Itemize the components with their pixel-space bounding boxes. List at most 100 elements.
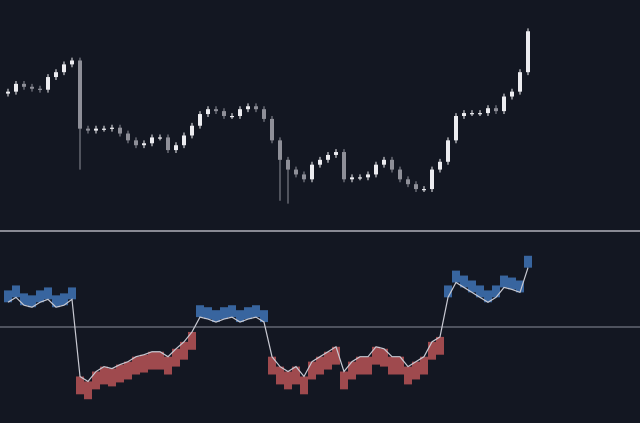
band-segment [228,305,236,318]
band-segment [12,285,20,298]
band-segment [524,255,532,268]
band-segment [508,277,516,290]
candle-body [302,174,306,180]
candle-body [406,179,410,185]
band-segment [484,290,492,303]
candle-body [390,159,394,170]
band-segment [148,351,156,370]
candle-body [494,108,498,112]
band-segment [268,356,276,375]
band-segment [444,285,452,298]
band-segment [68,287,76,300]
oscillator-line [7,267,529,383]
band-segment [52,295,60,308]
band-segment [180,341,188,360]
band-segment [204,307,212,320]
candle-body [110,127,114,129]
band-segment [172,348,180,367]
candle-body [526,31,530,73]
candle-body [94,128,98,131]
candle-body [470,113,474,115]
candle-body [22,83,26,87]
band-segment [60,293,68,306]
band-segment [412,361,420,380]
band-segment [364,356,372,375]
band-segment [348,361,356,380]
band-segment [308,361,316,380]
candle-body [478,113,482,115]
band-segment [316,356,324,375]
candle-body [414,184,418,190]
candle-body [142,143,146,146]
band-segment [188,331,196,350]
candle-body [430,169,434,190]
candle-body [62,64,66,73]
band-segment [300,376,308,395]
candle-body [14,83,18,92]
candle-body [342,152,346,180]
band-segment [140,354,148,373]
band-segment [460,275,468,288]
candle-body [422,189,426,191]
candle-body [102,128,106,130]
band-segment [44,287,52,300]
candle-body [270,118,274,141]
candle-body [150,137,154,144]
band-segment [124,361,132,380]
band-segment [220,307,228,320]
band-segment [500,275,508,288]
band-segment [420,356,428,375]
candle-body [286,159,290,170]
candle-body [310,164,314,180]
band-segment [156,351,164,370]
candle-body [294,169,298,175]
candle-body [278,140,282,160]
band-segment [396,356,404,375]
candle-body [198,114,202,126]
band-segment [292,366,300,385]
candle-body [222,111,226,116]
band-segment [388,356,396,375]
band-segment [468,280,476,293]
candle-body [374,164,378,175]
band-segment [164,356,172,375]
candle-body [134,140,138,146]
candle-body [126,133,130,141]
band-segment [340,371,348,390]
band-segment [516,280,524,293]
plot [0,28,640,400]
candle-body [486,108,490,114]
band-segment [84,381,92,400]
band-segment [236,310,244,323]
candle-body [254,106,258,110]
candle-body [358,177,362,179]
band-segment [28,295,36,308]
candle-body [174,145,178,151]
candle-body [454,116,458,141]
candle-body [462,113,466,116]
candle-body [54,72,58,78]
band-segment [100,366,108,385]
band-segment [356,356,364,375]
band-segment [20,293,28,306]
candle-body [518,72,522,92]
band-segment [260,310,268,323]
candle-body [398,169,402,180]
candle-body [182,135,186,146]
candle-body [446,140,450,162]
candle-body [262,109,266,119]
candle-body [334,152,338,155]
band-segment [284,371,292,390]
band-segment [132,356,140,375]
band-segment [276,366,284,385]
candle-body [214,109,218,112]
candle-body [38,88,42,90]
band-segment [76,376,84,395]
candle-body [86,128,90,131]
band-segment [244,307,252,320]
candle-body [238,109,242,116]
candle-body [502,96,506,112]
band-segment [252,305,260,318]
